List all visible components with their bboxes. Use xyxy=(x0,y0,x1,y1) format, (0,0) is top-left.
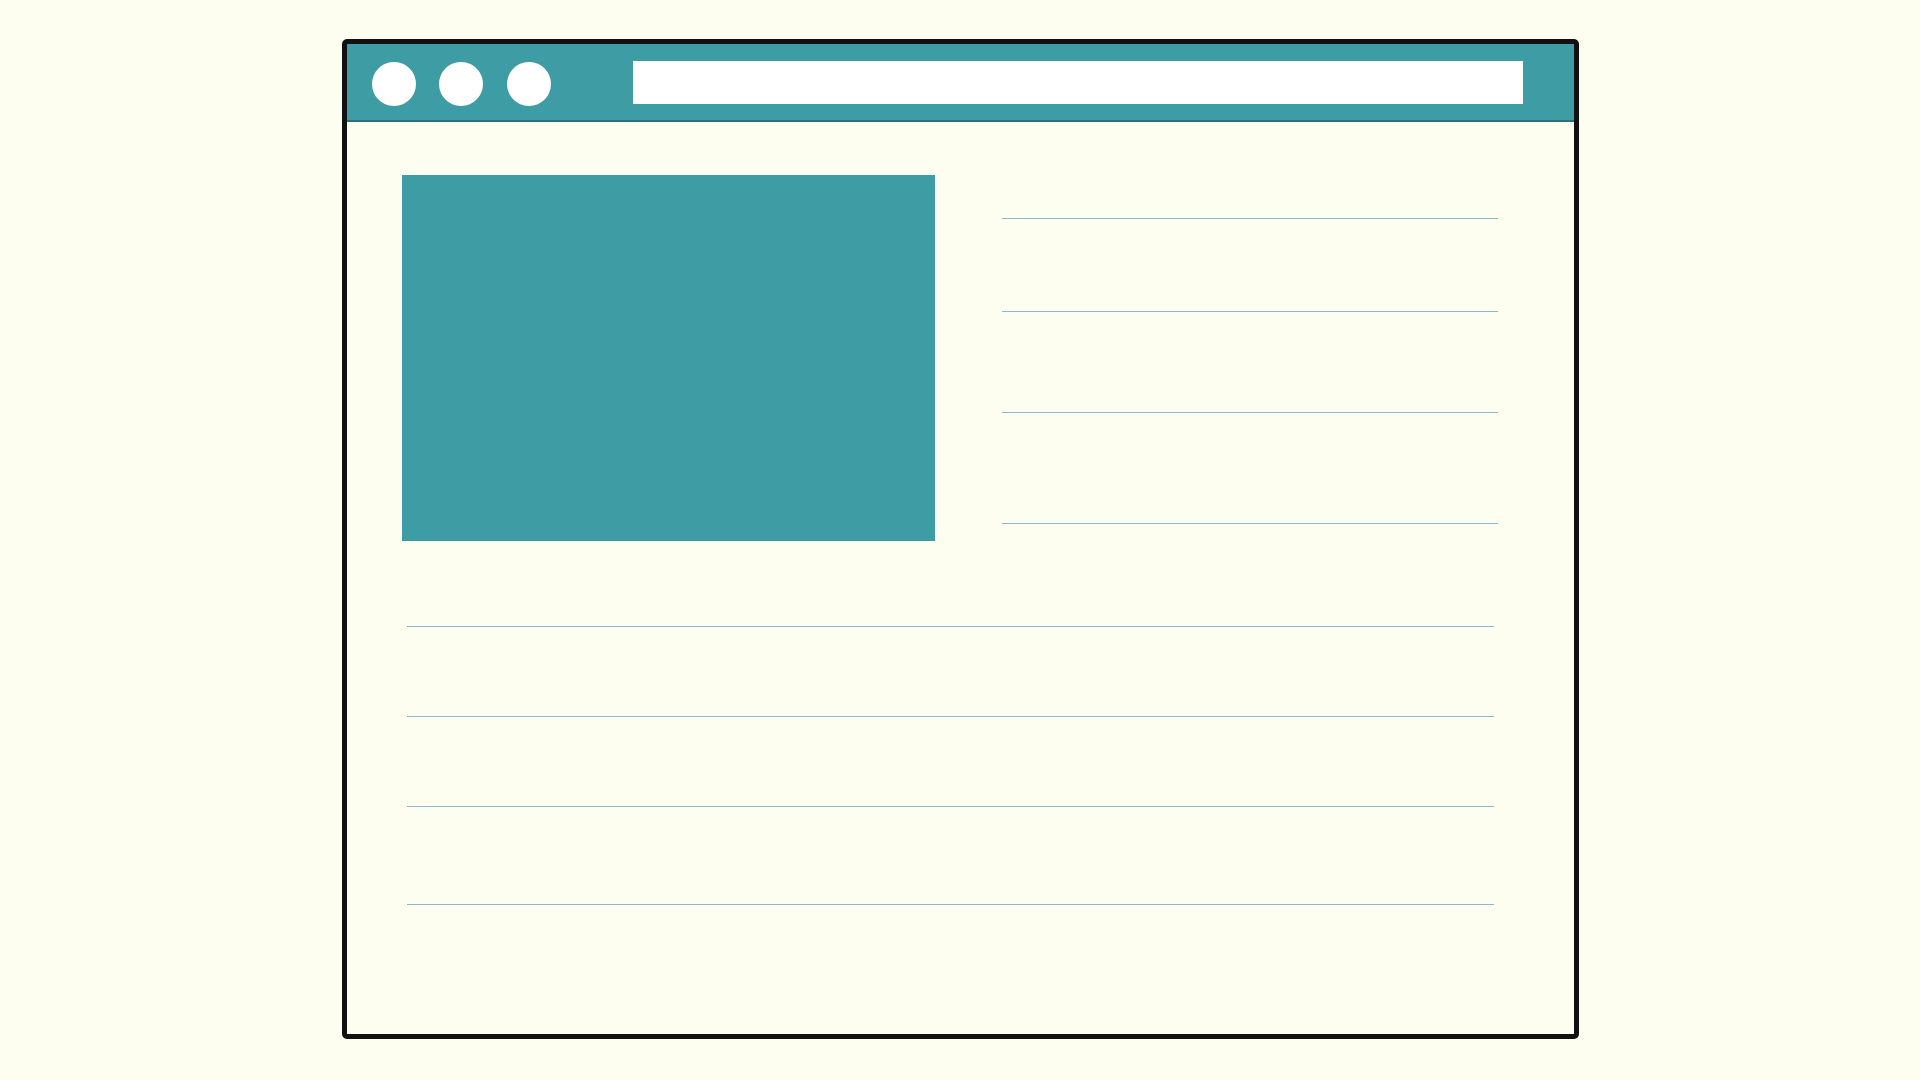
window-control-circle-icon[interactable] xyxy=(507,62,551,106)
image-placeholder xyxy=(402,175,935,541)
side-text-line xyxy=(1002,523,1498,524)
browser-window xyxy=(342,39,1579,1039)
title-bar xyxy=(347,44,1574,122)
window-control-circle-icon[interactable] xyxy=(439,62,483,106)
address-bar-input[interactable] xyxy=(633,61,1523,104)
body-text-line xyxy=(407,716,1494,717)
body-text-line xyxy=(407,626,1494,627)
page-content xyxy=(347,122,1574,1034)
body-text-line xyxy=(407,806,1494,807)
side-text-line xyxy=(1002,218,1498,219)
side-text-line xyxy=(1002,412,1498,413)
side-text-line xyxy=(1002,311,1498,312)
body-text-line xyxy=(407,904,1494,905)
window-control-circle-icon[interactable] xyxy=(372,62,416,106)
